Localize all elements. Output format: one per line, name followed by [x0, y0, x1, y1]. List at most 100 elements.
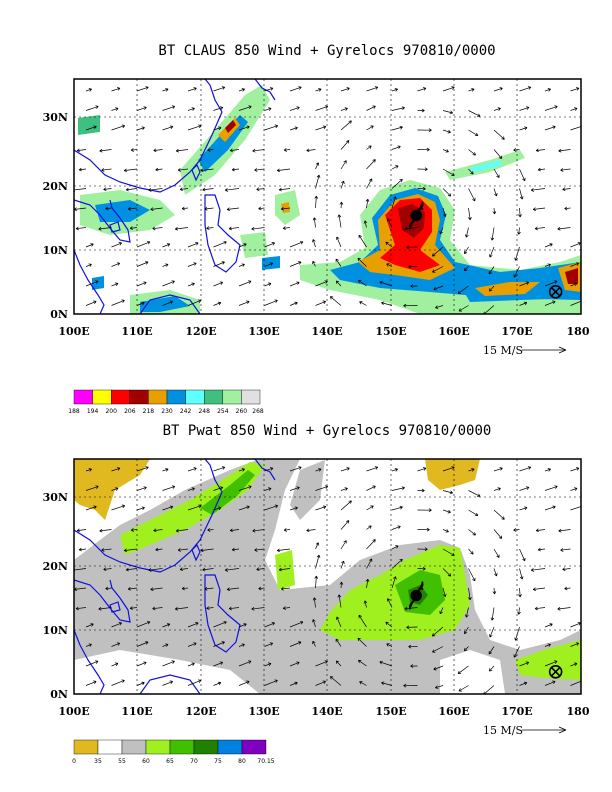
wind-vector — [264, 87, 274, 92]
wind-vector — [258, 586, 265, 591]
wind-vector — [152, 606, 163, 611]
wind-vector — [187, 262, 197, 267]
ref-vector-arrowhead — [558, 346, 567, 354]
wind-vector — [148, 568, 163, 572]
wind-vector — [111, 107, 119, 111]
wind-vector — [105, 206, 112, 211]
wind-vector — [213, 681, 222, 686]
wind-vector — [289, 620, 304, 628]
wind-vector — [519, 466, 532, 472]
wind-vector — [464, 607, 469, 618]
colorbar-label: 218 — [143, 408, 155, 415]
wind-vector — [283, 528, 291, 532]
wind-vector — [251, 607, 265, 611]
wind-vector — [357, 257, 367, 267]
wind-vector — [238, 485, 252, 491]
pwat-green-north-dark — [200, 470, 255, 515]
wind-vector — [519, 301, 528, 306]
wind-vector — [514, 626, 520, 641]
wind-vector — [386, 218, 393, 228]
wind-vector — [366, 105, 376, 111]
wind-vector — [213, 486, 224, 491]
wind-vector — [129, 606, 138, 610]
wind-vector — [513, 528, 520, 532]
wind-vector — [306, 148, 316, 153]
wind-vector — [129, 226, 138, 230]
wind-vector — [535, 528, 546, 533]
wind-vector — [439, 227, 444, 235]
wind-vector — [278, 187, 291, 192]
wind-vector — [544, 660, 558, 667]
wind-vector — [340, 160, 347, 170]
wind-vector — [570, 487, 578, 491]
wind-vector — [468, 149, 476, 156]
wind-vector — [207, 528, 214, 532]
wind-vector — [162, 280, 175, 287]
colorbar-cell-3 — [129, 389, 149, 405]
wind-vector — [366, 125, 374, 131]
colorbar-label: 0 — [72, 758, 76, 765]
wind-vector — [468, 188, 476, 202]
wind-vector — [111, 679, 125, 686]
wind-vector — [226, 207, 240, 212]
wind-vector — [99, 528, 112, 533]
wind-vector — [340, 140, 350, 150]
wind-vector — [564, 586, 571, 591]
wind-vector — [340, 520, 350, 530]
wind-vector — [103, 567, 112, 572]
colorbar-cell-2 — [110, 389, 130, 405]
wind-vector — [111, 124, 126, 131]
coast-japan — [254, 459, 276, 481]
wind-vector — [187, 504, 202, 511]
wind-vector — [519, 548, 526, 562]
wind-vector — [256, 567, 265, 572]
top-colorbar: 188 194 200 206 218 230 242 248 254 260 … — [68, 389, 264, 415]
bottom-wind-vectors — [74, 466, 581, 694]
top-cloud-shading — [78, 85, 581, 314]
wind-vector — [468, 529, 476, 536]
cloud-nw-green — [78, 115, 100, 135]
wind-vector — [111, 662, 119, 667]
wind-vector — [489, 246, 495, 258]
wind-vector — [206, 226, 214, 230]
wind-vector — [289, 106, 300, 111]
wind-vector — [162, 105, 176, 111]
lon-label: 110E — [121, 325, 152, 338]
wind-vector — [111, 642, 121, 647]
wind-vector — [162, 125, 174, 131]
wind-vector — [123, 168, 138, 173]
wind-vector — [488, 285, 495, 292]
wind-vector — [174, 227, 189, 231]
lat-label: 0N — [50, 308, 68, 321]
top-grid — [74, 79, 581, 314]
colorbar-cell-7 — [241, 739, 267, 755]
wind-vector — [162, 263, 169, 267]
wind-vector — [187, 124, 202, 131]
colorbar-cell-6 — [217, 739, 243, 755]
cloud-band-ne-red — [225, 120, 236, 133]
wind-vector — [431, 626, 444, 637]
wind-vector — [111, 299, 125, 306]
coast-hainan — [109, 221, 121, 233]
colorbar-label: 194 — [87, 408, 99, 415]
lat-label: 30N — [43, 491, 68, 504]
colorbar-label: 206 — [124, 408, 136, 415]
wind-vector — [391, 486, 405, 491]
wind-vector — [264, 124, 279, 131]
wind-vector — [283, 148, 291, 152]
wind-vector — [150, 207, 163, 212]
cloud-south-west-core — [140, 296, 190, 312]
wind-vector — [238, 105, 252, 111]
wind-vector — [153, 148, 163, 153]
wind-vector — [264, 299, 278, 306]
wind-vector — [136, 261, 149, 267]
wind-vector — [238, 243, 247, 248]
wind-vector — [537, 547, 546, 552]
wind-vector — [85, 680, 97, 686]
wind-vector — [435, 685, 444, 689]
wind-vector — [340, 180, 345, 189]
wind-vector — [386, 598, 393, 608]
wind-vector — [315, 554, 321, 569]
coast-china — [74, 459, 223, 573]
lon-label: 170E — [501, 705, 532, 718]
